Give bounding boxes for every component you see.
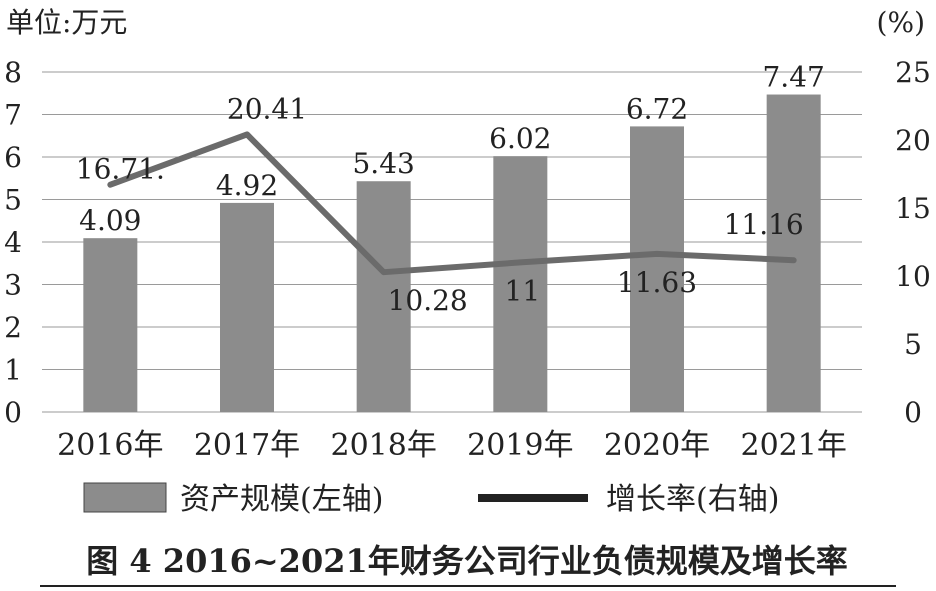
bar: [356, 181, 411, 412]
bar-value-label: 4.09: [79, 204, 141, 237]
legend-line-label: 增长率(右轴): [606, 482, 779, 517]
left-unit-label: 单位:万元: [6, 6, 127, 39]
line-value-label: 16.71.: [76, 153, 165, 186]
bar-value-label: 5.43: [352, 147, 414, 180]
right-unit-label: (%): [877, 6, 925, 39]
growth-line: [107, 131, 797, 276]
y-right-tick-label: 15: [895, 192, 931, 225]
y-left-tick-label: 5: [4, 184, 22, 217]
y-left-tick-label: 6: [4, 141, 22, 174]
y-left-tick-label: 0: [4, 396, 22, 429]
x-tick-label: 2018年: [330, 428, 436, 463]
bar-value-label: 4.92: [216, 169, 278, 202]
line-series: [107, 131, 797, 276]
line-value-label: 11: [505, 274, 541, 307]
y-right-tick-label: 5: [904, 328, 922, 361]
legend-bar-swatch: [83, 482, 167, 513]
bar: [220, 202, 274, 412]
y-right-tick-label: 0: [904, 396, 922, 429]
bar-value-label: 6.72: [626, 92, 688, 125]
x-tick-label: 2020年: [604, 428, 710, 463]
figure-caption: 图 4 2016~2021年财务公司行业负债规模及增长率: [86, 542, 848, 580]
line-value-label: 11.16: [724, 208, 804, 241]
line-value-label: 10.28: [388, 284, 468, 317]
bar: [766, 94, 821, 413]
y-left-tick-label: 7: [4, 99, 22, 132]
y-right-tick-label: 25: [895, 56, 931, 89]
y-left-tick-label: 8: [4, 56, 22, 89]
bar-value-label: 7.47: [762, 61, 824, 94]
bar: [83, 238, 138, 412]
y-right-tick-label: 10: [895, 260, 931, 293]
x-tick-label: 2017年: [194, 428, 300, 463]
data-labels: 4.09 4.92 5.43 6.02 6.72 7.47 16.71. 20.41 10.28…: [76, 61, 825, 318]
y-left-tick-label: 1: [4, 354, 22, 387]
legend-bar-label: 资产规模(左轴): [180, 482, 383, 517]
axes: 0 1 2 3 4 5 6 7 8 0 5 10 15 20 25 2016年 2017年 2018年 2019年 2…: [4, 56, 931, 463]
y-left-tick-label: 4: [4, 226, 22, 259]
y-left-tick-label: 3: [4, 269, 22, 302]
legend: 资产规模(左轴) 增长率(右轴): [83, 482, 779, 517]
bar: [493, 156, 548, 412]
line-value-label: 11.63: [617, 266, 697, 299]
y-right-tick-label: 20: [895, 124, 931, 157]
x-tick-label: 2016年: [57, 428, 163, 463]
bar-value-label: 6.02: [489, 122, 551, 155]
gridlines: [42, 71, 862, 413]
bar-series: [83, 94, 821, 413]
x-tick-label: 2019年: [467, 428, 573, 463]
y-left-tick-label: 2: [4, 311, 22, 344]
line-value-label: 20.41: [227, 92, 307, 125]
bar: [630, 126, 684, 413]
x-tick-label: 2021年: [740, 428, 846, 463]
